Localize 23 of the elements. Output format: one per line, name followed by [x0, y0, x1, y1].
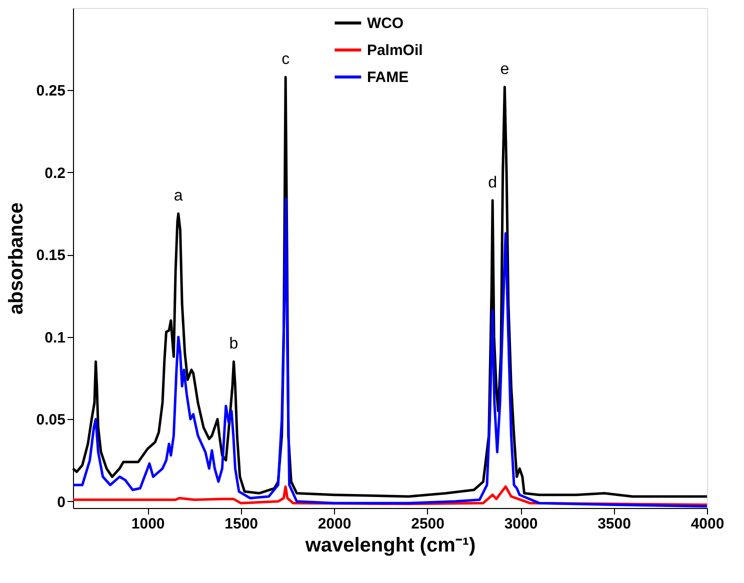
legend-label: PalmOil [366, 42, 423, 59]
x-tick-label: 3000 [504, 516, 538, 532]
y-axis-title: absorbance [5, 202, 28, 315]
y-tick-label: 0.2 [44, 164, 66, 182]
y-tick-label: 0 [57, 494, 66, 511]
y-tick-label: 0.05 [36, 412, 66, 429]
legend-label: WCO [366, 15, 404, 32]
x-axis-title: wavelenght (cm⁻¹) [304, 534, 476, 556]
x-tick-label: 4000 [690, 516, 724, 532]
legend-label: FAME [366, 69, 409, 86]
annotation: a [174, 188, 183, 205]
x-tick-label: 2000 [318, 516, 352, 532]
annotation: c [282, 51, 290, 68]
y-tick-label: 0.1 [44, 329, 66, 346]
annotation: e [500, 60, 510, 78]
y-tick-label: 0.25 [36, 82, 66, 100]
annotation: b [229, 336, 238, 353]
x-tick-label: 1000 [131, 516, 165, 532]
x-tick-label: 1500 [224, 516, 258, 532]
annotation: d [488, 174, 498, 192]
x-tick-label: 2500 [411, 516, 444, 532]
x-tick-label: 3500 [598, 516, 631, 532]
y-tick-label: 0.15 [36, 247, 66, 264]
